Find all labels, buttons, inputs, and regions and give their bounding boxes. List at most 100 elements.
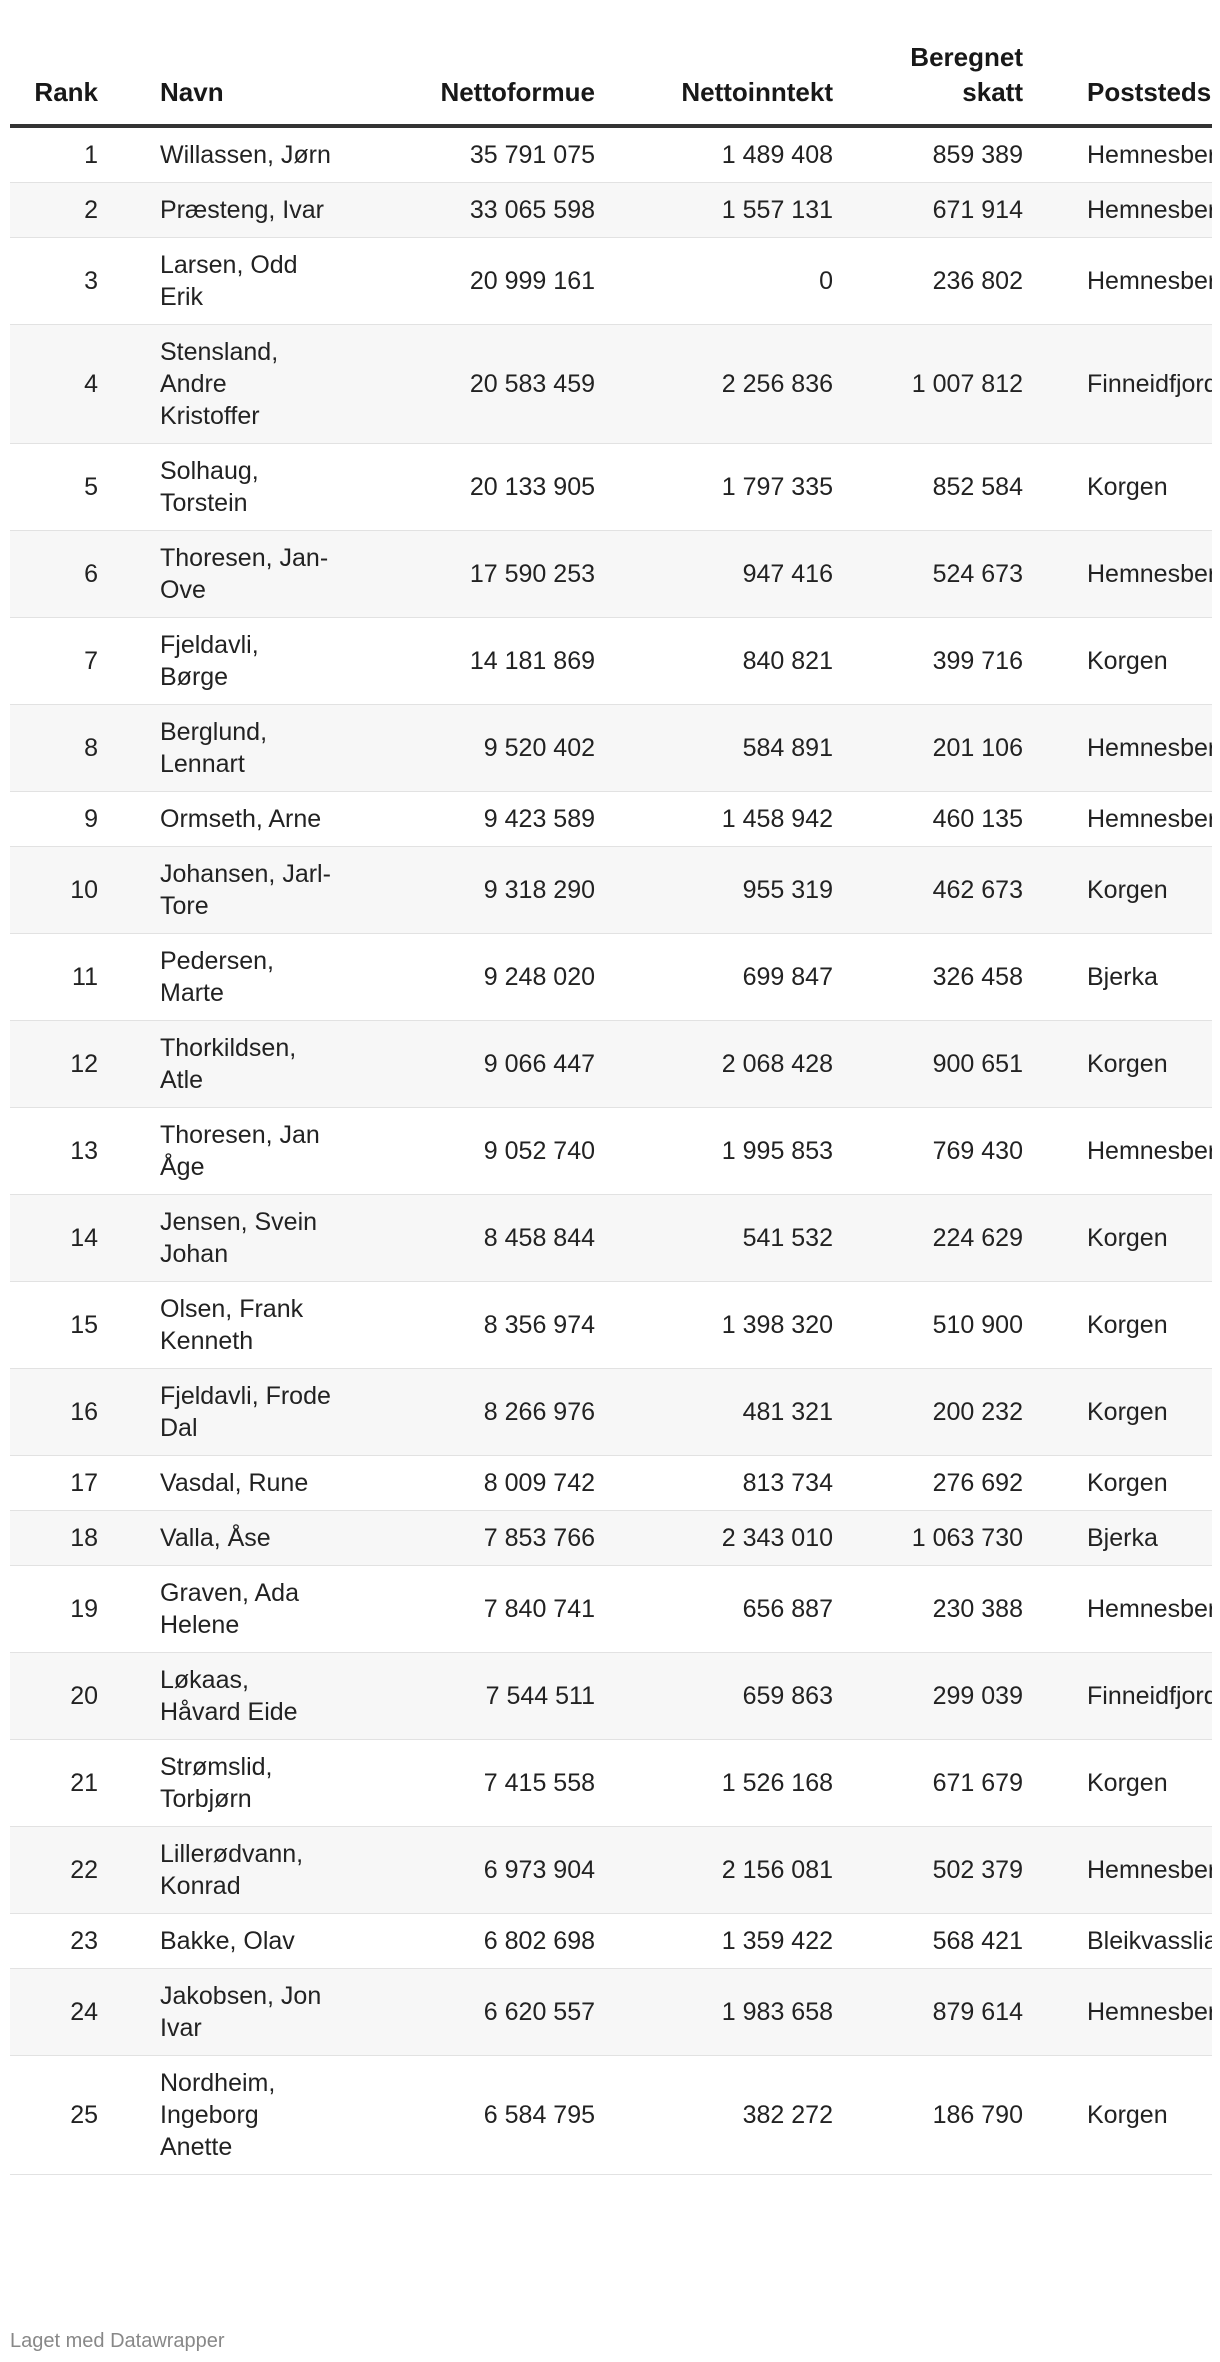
- header-nettoinntekt[interactable]: Nettoinntekt: [681, 77, 833, 107]
- poststed-cell: Hemnesberget: [1087, 1856, 1212, 1884]
- nettoinntekt-cell: 2 156 081: [721, 1856, 833, 1884]
- rank-cell: 18: [70, 1524, 98, 1552]
- name-text: Fjeldavli, Frode Dal: [160, 1382, 331, 1442]
- beregnet-skatt-cell: 186 790: [932, 2101, 1023, 2129]
- rank-cell: 25: [70, 2101, 98, 2129]
- beregnet-skatt-cell: 769 430: [932, 1137, 1023, 1165]
- name-text: Thorkildsen, Atle: [160, 1034, 297, 1094]
- beregnet-skatt-cell: 852 584: [932, 473, 1023, 501]
- nettoinntekt-cell: 699 847: [742, 963, 833, 991]
- poststed-cell: Hemnesberget: [1087, 805, 1212, 833]
- table-container[interactable]: Rank Navn Nettoformue Nettoinntekt Bereg…: [10, 40, 1212, 2175]
- rank-cell: 3: [84, 267, 98, 295]
- poststed-cell: Bleikvasslia: [1087, 1927, 1212, 1955]
- rank-cell: 23: [70, 1927, 98, 1955]
- nettoinntekt-cell: 2 343 010: [721, 1524, 833, 1552]
- name-text: Vasdal, Rune: [160, 1469, 309, 1497]
- name-text: Bakke, Olav: [160, 1927, 295, 1955]
- header-poststedsnavn[interactable]: Poststedsnavn: [1087, 77, 1212, 107]
- name-text: Olsen, Frank Kenneth: [160, 1295, 304, 1355]
- rank-cell: 9: [84, 805, 98, 833]
- beregnet-skatt-cell: 568 421: [932, 1927, 1023, 1955]
- table-row: 9 Ormseth, Arne 9 423 589 1 458 942 460 135 H…: [10, 792, 1212, 847]
- beregnet-skatt-cell: 671 914: [932, 196, 1023, 224]
- table-row: 14 Jensen, Svein Johan 8 458 844 541 532 224…: [10, 1194, 1212, 1282]
- table-row: 17 Vasdal, Rune 8 009 742 813 734 276 692 Kor…: [10, 1456, 1212, 1511]
- name-cell: Willassen, Jørn: [98, 126, 345, 183]
- wealth-table: Rank Navn Nettoformue Nettoinntekt Bereg…: [10, 40, 1212, 2175]
- nettoformue-cell: 7 840 741: [483, 1595, 595, 1623]
- nettoinntekt-cell: 541 532: [742, 1224, 833, 1252]
- nettoinntekt-cell: 656 887: [742, 1595, 833, 1623]
- nettoformue-cell: 35 791 075: [469, 141, 595, 169]
- rank-cell: 8: [84, 734, 98, 762]
- beregnet-skatt-cell: 460 135: [932, 805, 1023, 833]
- rank-cell: 5: [84, 473, 98, 501]
- beregnet-skatt-cell: 524 673: [932, 560, 1023, 588]
- datawrapper-credit[interactable]: Laget med Datawrapper: [10, 2330, 225, 2352]
- name-cell: Bakke, Olav: [98, 1914, 345, 1969]
- name-text: Thoresen, Jan-Ove: [160, 544, 329, 604]
- beregnet-skatt-cell: 276 692: [932, 1469, 1023, 1497]
- beregnet-skatt-cell: 236 802: [932, 267, 1023, 295]
- header-nettoformue[interactable]: Nettoformue: [440, 77, 595, 107]
- name-cell: Valla, Åse: [98, 1511, 345, 1566]
- header-rank[interactable]: Rank: [34, 77, 98, 107]
- rank-cell: 6: [84, 560, 98, 588]
- name-cell: Nordheim, Ingeborg Anette: [98, 2056, 345, 2175]
- name-cell: Pedersen, Marte: [98, 934, 345, 1021]
- nettoinntekt-cell: 840 821: [742, 647, 833, 675]
- nettoformue-cell: 8 009 742: [483, 1469, 595, 1497]
- rank-cell: 24: [70, 1998, 98, 2026]
- table-row: 18 Valla, Åse 7 853 766 2 343 010 1 063 730 B…: [10, 1510, 1212, 1566]
- rank-cell: 21: [70, 1769, 98, 1797]
- nettoinntekt-cell: 1 995 853: [721, 1137, 833, 1165]
- rank-cell: 2: [84, 196, 98, 224]
- nettoinntekt-cell: 584 891: [742, 734, 833, 762]
- name-text: Præsteng, Ivar: [160, 196, 324, 224]
- poststed-cell: Korgen: [1087, 473, 1168, 501]
- poststed-cell: Korgen: [1087, 1769, 1168, 1797]
- name-cell: Strømslid, Torbjørn: [98, 1740, 345, 1827]
- name-text: Lillerødvann, Konrad: [160, 1840, 304, 1900]
- rank-cell: 17: [70, 1469, 98, 1497]
- name-cell: Johansen, Jarl-Tore: [98, 847, 345, 934]
- nettoformue-cell: 9 520 402: [483, 734, 595, 762]
- table-row: 12 Thorkildsen, Atle 9 066 447 2 068 428 900…: [10, 1020, 1212, 1108]
- nettoformue-cell: 9 248 020: [483, 963, 595, 991]
- poststed-cell: Hemnesberget: [1087, 267, 1212, 295]
- table-row: 20 Løkaas, Håvard Eide 7 544 511 659 863 299…: [10, 1652, 1212, 1740]
- nettoinntekt-cell: 1 458 942: [721, 805, 833, 833]
- name-text: Willassen, Jørn: [160, 141, 331, 169]
- table-row: 6 Thoresen, Jan-Ove 17 590 253 947 416 524 6…: [10, 530, 1212, 618]
- poststed-cell: Korgen: [1087, 1050, 1168, 1078]
- beregnet-skatt-cell: 879 614: [932, 1998, 1023, 2026]
- nettoinntekt-cell: 1 489 408: [721, 141, 833, 169]
- rank-cell: 19: [70, 1595, 98, 1623]
- table-row: 15 Olsen, Frank Kenneth 8 356 974 1 398 320…: [10, 1282, 1212, 1369]
- table-row: 11 Pedersen, Marte 9 248 020 699 847 326 458…: [10, 934, 1212, 1021]
- nettoformue-cell: 6 620 557: [483, 1998, 595, 2026]
- name-cell: Lillerødvann, Konrad: [98, 1827, 345, 1914]
- name-cell: Stensland, Andre Kristoffer: [98, 325, 345, 444]
- header-beregnet-skatt[interactable]: Beregnet skatt: [833, 40, 1023, 126]
- name-text: Jakobsen, Jon Ivar: [160, 1982, 322, 2042]
- header-beregnet-skatt-label: Beregnet skatt: [910, 42, 1023, 107]
- poststed-cell: Korgen: [1087, 1224, 1168, 1252]
- rank-cell: 20: [70, 1682, 98, 1710]
- poststed-cell: Hemnesberget: [1087, 560, 1212, 588]
- name-cell: Løkaas, Håvard Eide: [98, 1653, 345, 1740]
- table-header-row: Rank Navn Nettoformue Nettoinntekt Bereg…: [10, 40, 1212, 126]
- table-row: 1 Willassen, Jørn 35 791 075 1 489 408 859 3…: [10, 126, 1212, 183]
- rank-cell: 13: [70, 1137, 98, 1165]
- nettoformue-cell: 8 458 844: [483, 1224, 595, 1252]
- nettoformue-cell: 6 973 904: [483, 1856, 595, 1884]
- poststed-cell: Korgen: [1087, 876, 1168, 904]
- name-cell: Olsen, Frank Kenneth: [98, 1282, 345, 1369]
- poststed-cell: Bjerka: [1087, 1524, 1158, 1552]
- beregnet-skatt-cell: 1 007 812: [911, 370, 1023, 398]
- nettoformue-cell: 20 999 161: [469, 267, 595, 295]
- header-name[interactable]: Navn: [160, 77, 224, 107]
- nettoformue-cell: 7 415 558: [483, 1769, 595, 1797]
- table-row: 21 Strømslid, Torbjørn 7 415 558 1 526 168 6…: [10, 1740, 1212, 1827]
